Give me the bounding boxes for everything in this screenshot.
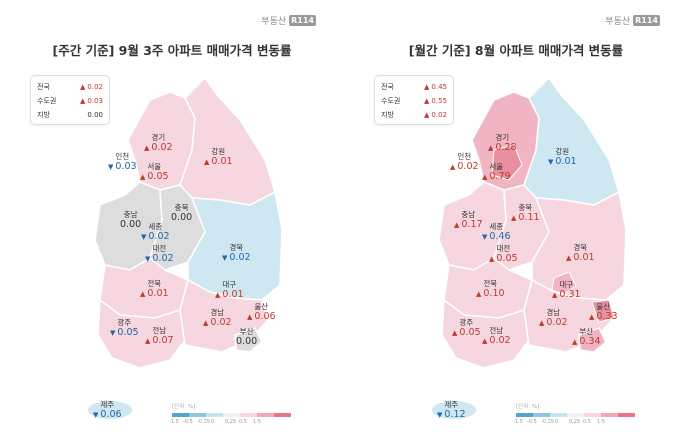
summary-box: 전국 ▲ 0.45 수도권 ▲ 0.55 지방 ▲ 0.02 (374, 75, 454, 125)
region-jeonnam-shape (97, 298, 186, 369)
region-label-jeju: 제주 ▼ 0.12 (437, 400, 466, 420)
region-label-daegu: 대구 ▲ 0.01 (215, 280, 244, 300)
region-label-incheon: 인천 ▲ 0.02 (450, 152, 479, 172)
region-label-seoul: 서울 ▲ 0.79 (482, 162, 511, 182)
korea-map (432, 76, 627, 419)
region-gangwon-shape (523, 76, 620, 206)
panel-title: [주간 기준] 9월 3주 아파트 매매가격 변동률 (52, 43, 292, 58)
region-label-chungnam: 충남 0.00 (120, 210, 142, 230)
summary-row: 지방 ▲ 0.02 (381, 111, 447, 119)
weekly-map-panel: 부동산 R114 [주간 기준] 9월 3주 아파트 매매가격 변동률 전국 ▲ 0.… (0, 0, 344, 447)
region-label-incheon: 인천 ▼ 0.03 (108, 152, 137, 172)
region-label-jeju: 제주 ▼ 0.06 (93, 400, 122, 420)
region-jeju-shape (432, 401, 476, 419)
region-label-gangwon: 강원 ▲ 0.01 (204, 147, 233, 167)
korea-map (88, 76, 283, 419)
region-label-chungnam: 충남 ▲ 0.17 (454, 210, 483, 230)
color-legend: [단위: %] -1.5 -0.5 -0.25 0 0.25 0.5 1.5 (169, 402, 291, 425)
region-daegu-shape (551, 271, 577, 295)
summary-row: 전국 ▲ 0.45 (381, 83, 447, 91)
region-ulsan-shape (591, 299, 615, 323)
summary-row: 수도권 ▲ 0.03 (37, 97, 103, 105)
region-label-daejeon: 대전 ▼ 0.02 (145, 244, 174, 264)
region-label-gyeonggi: 경기 ▲ 0.02 (144, 133, 173, 153)
region-jeju-shape (88, 401, 132, 419)
region-label-chungbuk: 충북 0.00 (171, 203, 193, 223)
region-gangwon-shape (179, 76, 276, 206)
region-label-daegu: 대구 ▲ 0.31 (552, 280, 581, 300)
region-label-gangwon: 강원 ▼ 0.01 (548, 147, 577, 167)
region-seoul-shape (491, 144, 523, 181)
region-label-jeonbuk: 전북 ▲ 0.01 (140, 279, 169, 299)
region-label-daejeon: 대전 ▲ 0.05 (489, 244, 518, 264)
summary-row: 전국 ▲ 0.02 (37, 83, 103, 91)
region-label-gyeongnam: 경남 ▲ 0.02 (539, 308, 568, 328)
region-label-busan: 부산 0.00 (236, 327, 258, 347)
region-label-sejong: 세종 ▼ 0.46 (482, 222, 511, 242)
region-label-chungbuk: 충북 ▲ 0.11 (511, 203, 540, 223)
brand-logo: 부동산 R114 (261, 15, 316, 27)
region-busan-shape (578, 327, 607, 353)
summary-box: 전국 ▲ 0.02 수도권 ▲ 0.03 지방 0.00 (30, 75, 110, 125)
region-busan-shape (234, 327, 263, 353)
panel-title: [월간 기준] 8월 아파트 매매가격 변동률 (408, 43, 624, 58)
region-label-sejong: 세종 ▼ 0.02 (141, 222, 170, 242)
region-label-gwangju: 광주 ▲ 0.05 (452, 318, 481, 338)
region-label-gyeonggi: 경기 ▲ 0.28 (488, 133, 517, 153)
region-label-gyeongbuk: 경북 ▲ 0.01 (566, 243, 595, 263)
region-jeonnam-shape (441, 298, 530, 369)
region-label-gyeongbuk: 경북 ▼ 0.02 (222, 243, 251, 263)
region-label-ulsan: 울산 ▲ 0.33 (589, 302, 618, 322)
region-label-jeonnam: 전남 ▲ 0.07 (145, 326, 174, 346)
region-label-seoul: 서울 ▲ 0.05 (140, 162, 169, 182)
region-label-ulsan: 울산 ▲ 0.06 (247, 302, 276, 322)
summary-row: 수도권 ▲ 0.55 (381, 97, 447, 105)
brand-logo: 부동산 R114 (605, 15, 660, 27)
color-legend: [단위: %] -1.5 -0.5 -0.25 0 0.25 0.5 1.5 (513, 402, 635, 425)
region-label-jeonnam: 전남 ▲ 0.02 (482, 326, 511, 346)
region-label-busan: 부산 ▲ 0.34 (572, 327, 601, 347)
monthly-map-panel: 부동산 R114 [월간 기준] 8월 아파트 매매가격 변동률 전국 ▲ 0.45 … (344, 0, 688, 447)
region-label-gwangju: 광주 ▼ 0.05 (110, 318, 139, 338)
summary-row: 지방 0.00 (37, 111, 103, 119)
region-label-gyeongnam: 경남 ▲ 0.02 (203, 308, 232, 328)
region-label-jeonbuk: 전북 ▲ 0.10 (476, 279, 505, 299)
